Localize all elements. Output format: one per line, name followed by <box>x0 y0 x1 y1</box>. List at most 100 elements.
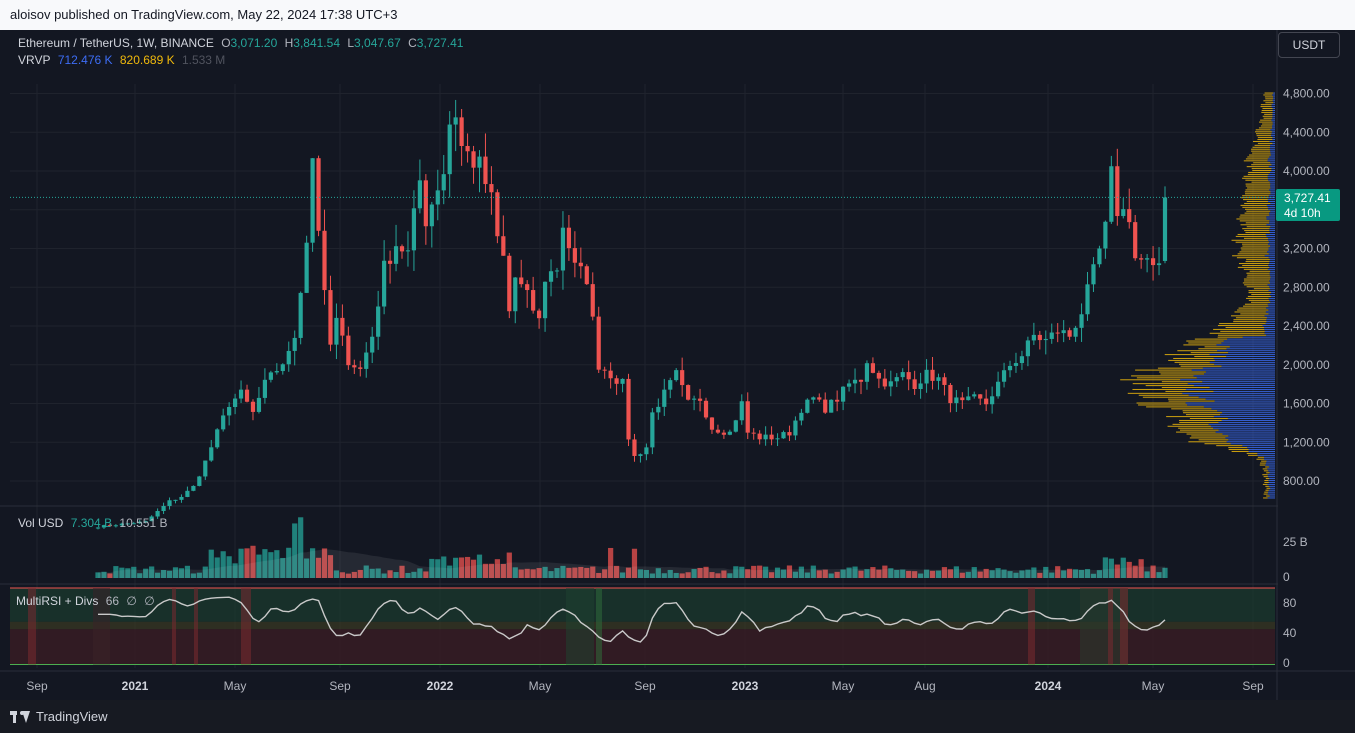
vrvp-down-bar <box>1258 127 1273 129</box>
candle-body <box>429 204 434 227</box>
vrvp-down-bar <box>1237 233 1266 235</box>
candle-body <box>1133 222 1138 259</box>
vrvp-up-bar <box>1269 222 1275 224</box>
last-price-tag: 3,727.41 4d 10h <box>1276 189 1340 221</box>
vrvp-down-bar <box>1245 185 1271 187</box>
vrvp-down-bar <box>1246 286 1270 288</box>
price-axis[interactable]: 800.00 1,200.00 1,600.00 2,000.00 2,400.00 2,… <box>1283 87 1330 671</box>
rsi-legend: MultiRSI + Divs 66 ∅ ∅ <box>16 594 159 608</box>
tradingview-brand[interactable]: TradingView <box>10 709 108 724</box>
volume-bar <box>286 547 292 578</box>
currency-button[interactable]: USDT <box>1278 32 1340 58</box>
vrvp-down-bar <box>1243 160 1268 162</box>
candle-body <box>298 292 303 338</box>
rsi-signal-band <box>1120 588 1128 665</box>
time-tick-label: 2022 <box>427 679 454 693</box>
vrvp-up-bar <box>1229 346 1275 348</box>
volume-bar <box>912 571 918 578</box>
vrvp-up-bar <box>1268 257 1275 259</box>
volume-bar <box>1084 569 1091 578</box>
volume-bar <box>566 567 572 578</box>
vrvp-total-value: 1.533 M <box>181 53 226 67</box>
rsi-oversold-zone <box>10 629 1275 665</box>
vrvp-up-bar <box>1267 474 1275 476</box>
rsi-label[interactable]: MultiRSI + Divs <box>16 594 99 608</box>
price-tick-label: 4,000.00 <box>1283 164 1330 178</box>
price-tick-label: 2,800.00 <box>1283 280 1330 294</box>
vrvp-down-bar <box>1240 204 1267 206</box>
candle-body <box>280 364 285 372</box>
volume-bar <box>554 568 560 578</box>
volume-label[interactable]: Vol USD <box>18 516 64 530</box>
volume-bar <box>280 557 286 578</box>
vrvp-up-bar <box>1266 216 1275 218</box>
vrvp-down-bar <box>1132 388 1186 390</box>
time-tick-label: May <box>1142 679 1165 693</box>
vrvp-down-bar <box>1240 224 1267 226</box>
vrvp-up-bar <box>1269 156 1275 158</box>
candle-body <box>244 389 250 402</box>
candle-body <box>209 447 214 461</box>
candle-body <box>721 432 726 435</box>
volume-bar <box>870 567 876 578</box>
vrvp-down-bar <box>1247 274 1270 276</box>
candle-body <box>411 208 417 251</box>
candle-body <box>268 372 273 380</box>
vrvp-up-bar <box>1242 336 1275 338</box>
vrvp-down-bar <box>1242 282 1271 284</box>
candle-body <box>274 371 279 373</box>
candle-body <box>811 397 816 400</box>
publish-line: aloisov published on TradingView.com, Ma… <box>10 7 398 22</box>
vrvp-up-bar <box>1269 259 1275 261</box>
time-tick-label: 2021 <box>122 679 149 693</box>
candles[interactable] <box>10 99 1275 530</box>
time-axis[interactable]: Sep 2021 May Sep 2022 May Sep 2023 May Aug 2024 May… <box>26 679 1264 693</box>
volume-bar <box>1102 557 1108 578</box>
price-tick-label: 3,200.00 <box>1283 242 1330 256</box>
volume-bar <box>1108 558 1114 578</box>
vrvp-down-bar <box>1239 220 1270 222</box>
candle-body <box>584 266 589 285</box>
vrvp-down-bar <box>1243 305 1269 307</box>
rsi-tick-label: 0 <box>1283 656 1290 670</box>
volume-bar <box>977 571 983 578</box>
vrvp-up-bar <box>1268 466 1275 468</box>
vrvp-down-bar <box>1260 106 1272 108</box>
volume-bar <box>208 549 214 578</box>
vrvp-up-bar <box>1269 472 1275 474</box>
volume-bar <box>381 573 387 578</box>
vrvp-up-bar <box>1247 447 1275 449</box>
vrvp-label[interactable]: VRVP <box>18 53 51 67</box>
vrvp-up-bar <box>1270 152 1275 154</box>
vrvp-down-bar <box>1238 263 1270 265</box>
vrvp-down-bar <box>1194 338 1228 340</box>
volume-bar <box>1132 565 1138 578</box>
volume-bar <box>1037 572 1043 578</box>
vrvp-up-bar <box>1272 123 1275 125</box>
candle-body <box>554 270 560 272</box>
vrvp-down-bar <box>1248 299 1270 301</box>
volume-bar <box>369 568 375 578</box>
candle-body <box>513 277 518 312</box>
vrvp-down-bar <box>1242 228 1270 230</box>
vrvp-up-bar <box>1272 117 1275 119</box>
time-tick-label: May <box>224 679 247 693</box>
vrvp-up-bar <box>1267 251 1275 253</box>
volume-bar <box>637 569 644 578</box>
vrvp-down-bar <box>1245 222 1270 224</box>
vrvp-down-bar <box>1172 423 1209 425</box>
vrvp-up-bar <box>1268 241 1275 243</box>
candle-body <box>769 434 774 440</box>
vrvp-down-bar <box>1266 495 1270 497</box>
volume-bar <box>1007 571 1013 578</box>
vrvp-down-bar <box>1256 458 1265 460</box>
vrvp-up-bar <box>1267 199 1275 201</box>
volume-bar <box>1067 568 1073 578</box>
vrvp-up-bar <box>1264 315 1275 317</box>
vrvp-up-value: 712.476 K <box>57 53 113 67</box>
vrvp-up-bar <box>1271 131 1275 133</box>
volume-bar <box>619 572 626 578</box>
symbol-title[interactable]: Ethereum / TetherUS, 1W, BINANCE <box>18 36 214 50</box>
vrvp-down-bar <box>1257 137 1273 139</box>
